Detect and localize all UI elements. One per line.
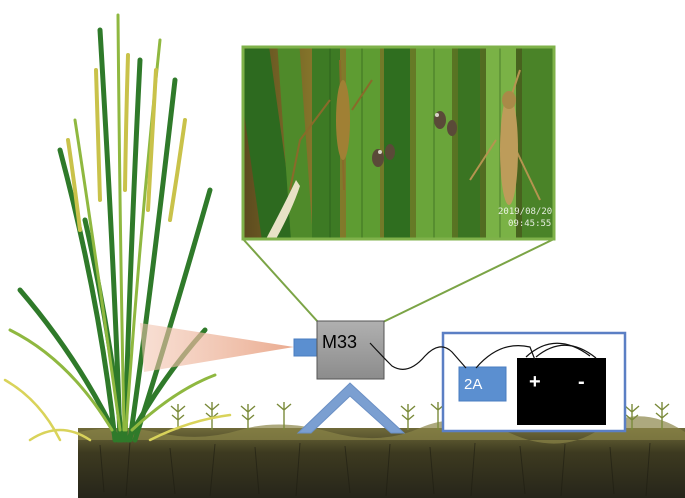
battery-positive-label: + — [529, 371, 541, 393]
photo-timestamp-time: 09:45:55 — [508, 219, 552, 229]
camera-lens — [293, 338, 318, 357]
photo-frame — [241, 45, 556, 241]
battery — [517, 358, 606, 425]
power-cables — [369, 342, 597, 370]
seedlings — [170, 402, 670, 430]
camera-model-label: M33 — [322, 332, 358, 352]
camera-tripod — [296, 382, 406, 434]
camera-view-cone — [140, 323, 294, 372]
charger-module — [458, 366, 507, 402]
rice-plant — [3, 13, 232, 443]
soil-ground — [78, 416, 685, 498]
photo-timestamp-date: 2019/08/20 — [498, 207, 553, 217]
charger-rating-label: 2A — [464, 376, 483, 393]
camera-unit — [293, 320, 385, 380]
battery-negative-label: - — [578, 371, 585, 393]
photo-connector-lines — [242, 238, 555, 323]
captured-insect-photo — [241, 45, 556, 241]
camera-body — [316, 320, 385, 380]
